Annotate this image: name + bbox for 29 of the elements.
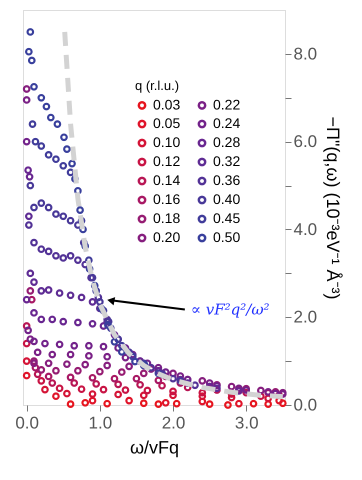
legend-label: 0.12 [153, 153, 180, 169]
legend-label: 0.18 [153, 210, 180, 226]
legend-title: q (r.l.u.) [135, 78, 180, 93]
legend-label: 0.05 [153, 115, 180, 131]
x-tick-label: 1.0 [88, 414, 112, 432]
y-tick-label: 6.0 [294, 132, 318, 152]
legend-label: 0.16 [153, 191, 180, 207]
legend-label: 0.14 [153, 172, 180, 188]
legend-label: 0.36 [213, 172, 240, 188]
y-axis-title: −Π"(q,ω) (10⁻³eV⁻¹ Å⁻³) [323, 116, 344, 300]
y-tick-label: 0.0 [294, 396, 318, 414]
legend-label: 0.28 [213, 134, 240, 150]
legend-label: 0.40 [213, 191, 240, 207]
legend-label: 0.03 [153, 96, 180, 112]
x-axis-title: ω/vFq [130, 438, 180, 458]
legend-label: 0.32 [213, 153, 240, 169]
x-tick-label: 0.0 [15, 414, 39, 432]
legend-label: 0.22 [213, 96, 240, 112]
x-tick-label: 3.0 [234, 414, 259, 432]
legend-label: 0.20 [153, 229, 180, 245]
y-tick-label: 2.0 [294, 308, 318, 327]
y-tick-label: 8.0 [294, 44, 318, 64]
legend-label: 0.50 [213, 229, 240, 245]
legend-label: 0.24 [213, 115, 240, 131]
legend-label: 0.10 [153, 134, 180, 150]
legend-label: 0.45 [213, 210, 240, 226]
x-tick-label: 2.0 [162, 414, 186, 432]
y-tick-label: 4.0 [294, 220, 318, 239]
annotation: ∝ vF²q²/ω² [190, 300, 270, 319]
